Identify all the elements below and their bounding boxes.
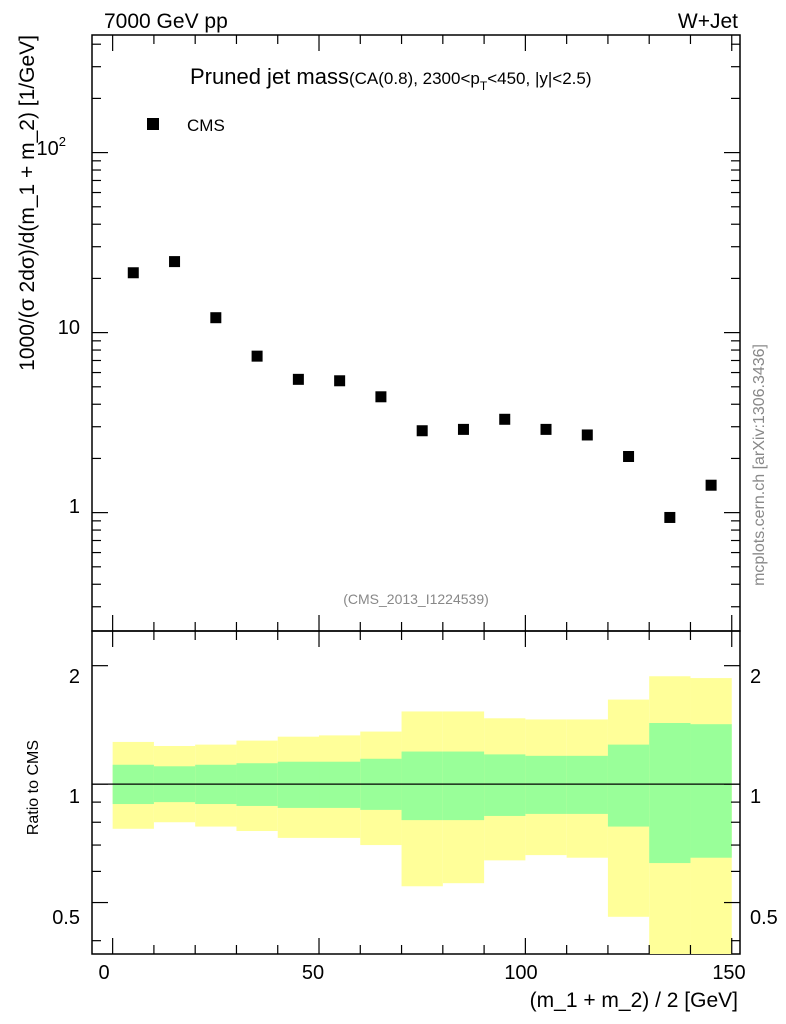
inner-band-bin-4 bbox=[277, 761, 320, 808]
inner-band-bin-5 bbox=[319, 761, 361, 808]
data-point-2 bbox=[210, 312, 222, 324]
inner-band-bin-13 bbox=[649, 722, 691, 864]
chart-title: Pruned jet mass(CA(0.8), 2300<pT<450, |y… bbox=[190, 64, 592, 93]
xtick-label-0: 0 bbox=[98, 962, 109, 984]
ratio-ytick-label-2-right: 2 bbox=[750, 666, 761, 688]
inner-band-bin-14 bbox=[690, 724, 732, 858]
legend-label-cms: CMS bbox=[187, 116, 225, 135]
data-point-10 bbox=[540, 423, 552, 435]
ytick-label-10: 10 bbox=[58, 317, 80, 339]
inner-band-bin-8 bbox=[442, 751, 485, 821]
header-process: W+Jet bbox=[678, 10, 738, 33]
ytick-label-100: 102 bbox=[37, 134, 66, 160]
data-point-11 bbox=[581, 429, 593, 441]
ytick-label-100-base: 10 bbox=[37, 138, 59, 160]
chart-subtitle-sub: T bbox=[480, 79, 488, 93]
ratio-ytick-label-1: 1 bbox=[69, 786, 80, 808]
data-point-1 bbox=[169, 256, 181, 268]
ratio-ytick-label-0.5-right: 0.5 bbox=[750, 907, 778, 929]
ytick-label-1: 1 bbox=[69, 496, 80, 518]
y-axis-title: 1000/(σ 2dσ)/d(m_1 + m_2) [1/GeV] bbox=[16, 35, 39, 371]
cms-data-series bbox=[127, 256, 717, 523]
data-point-4 bbox=[292, 373, 304, 385]
ratio-ytick-label-2: 2 bbox=[69, 666, 80, 688]
inner-band-bin-11 bbox=[566, 755, 608, 814]
ratio-ytick-label-0.5: 0.5 bbox=[52, 907, 80, 929]
inner-band-bin-7 bbox=[401, 751, 443, 821]
x-axis-title: (m_1 + m_2) / 2 [GeV] bbox=[530, 989, 738, 1012]
legend-marker-cms bbox=[147, 118, 159, 130]
header-energy: 7000 GeV pp bbox=[104, 10, 228, 33]
data-point-7 bbox=[416, 425, 428, 437]
inner-band-bin-10 bbox=[525, 755, 567, 814]
data-point-14 bbox=[705, 479, 717, 491]
axis-ticks bbox=[92, 35, 740, 954]
data-point-6 bbox=[375, 391, 387, 403]
chart-subtitle-post: <450, |y|<2.5) bbox=[487, 69, 591, 88]
data-point-8 bbox=[457, 423, 469, 435]
xtick-label-100: 100 bbox=[504, 962, 537, 984]
xtick-label-50: 50 bbox=[302, 962, 324, 984]
data-point-0 bbox=[127, 267, 139, 279]
xtick-label-150: 150 bbox=[712, 962, 745, 984]
inner-uncertainty-band bbox=[112, 722, 732, 864]
chart-subtitle-pre: (CA(0.8), 2300<p bbox=[349, 69, 480, 88]
ytick-label-100-exp: 2 bbox=[59, 134, 66, 149]
data-point-9 bbox=[499, 413, 511, 425]
ratio-ytick-label-1-right: 1 bbox=[750, 786, 761, 808]
mcplots-credit: mcplots.cern.ch [arXiv:1306.3436] bbox=[751, 344, 768, 586]
chart-title-main: Pruned jet mass bbox=[190, 64, 349, 89]
ratio-plot-frame bbox=[91, 630, 741, 955]
data-point-12 bbox=[623, 451, 635, 463]
inner-band-bin-12 bbox=[607, 744, 650, 827]
analysis-watermark: (CMS_2013_I1224539) bbox=[343, 591, 489, 607]
data-point-3 bbox=[251, 350, 263, 362]
inner-band-bin-9 bbox=[484, 754, 526, 816]
data-point-13 bbox=[664, 511, 676, 523]
data-point-5 bbox=[334, 375, 346, 387]
ratio-y-axis-title: Ratio to CMS bbox=[25, 740, 42, 835]
